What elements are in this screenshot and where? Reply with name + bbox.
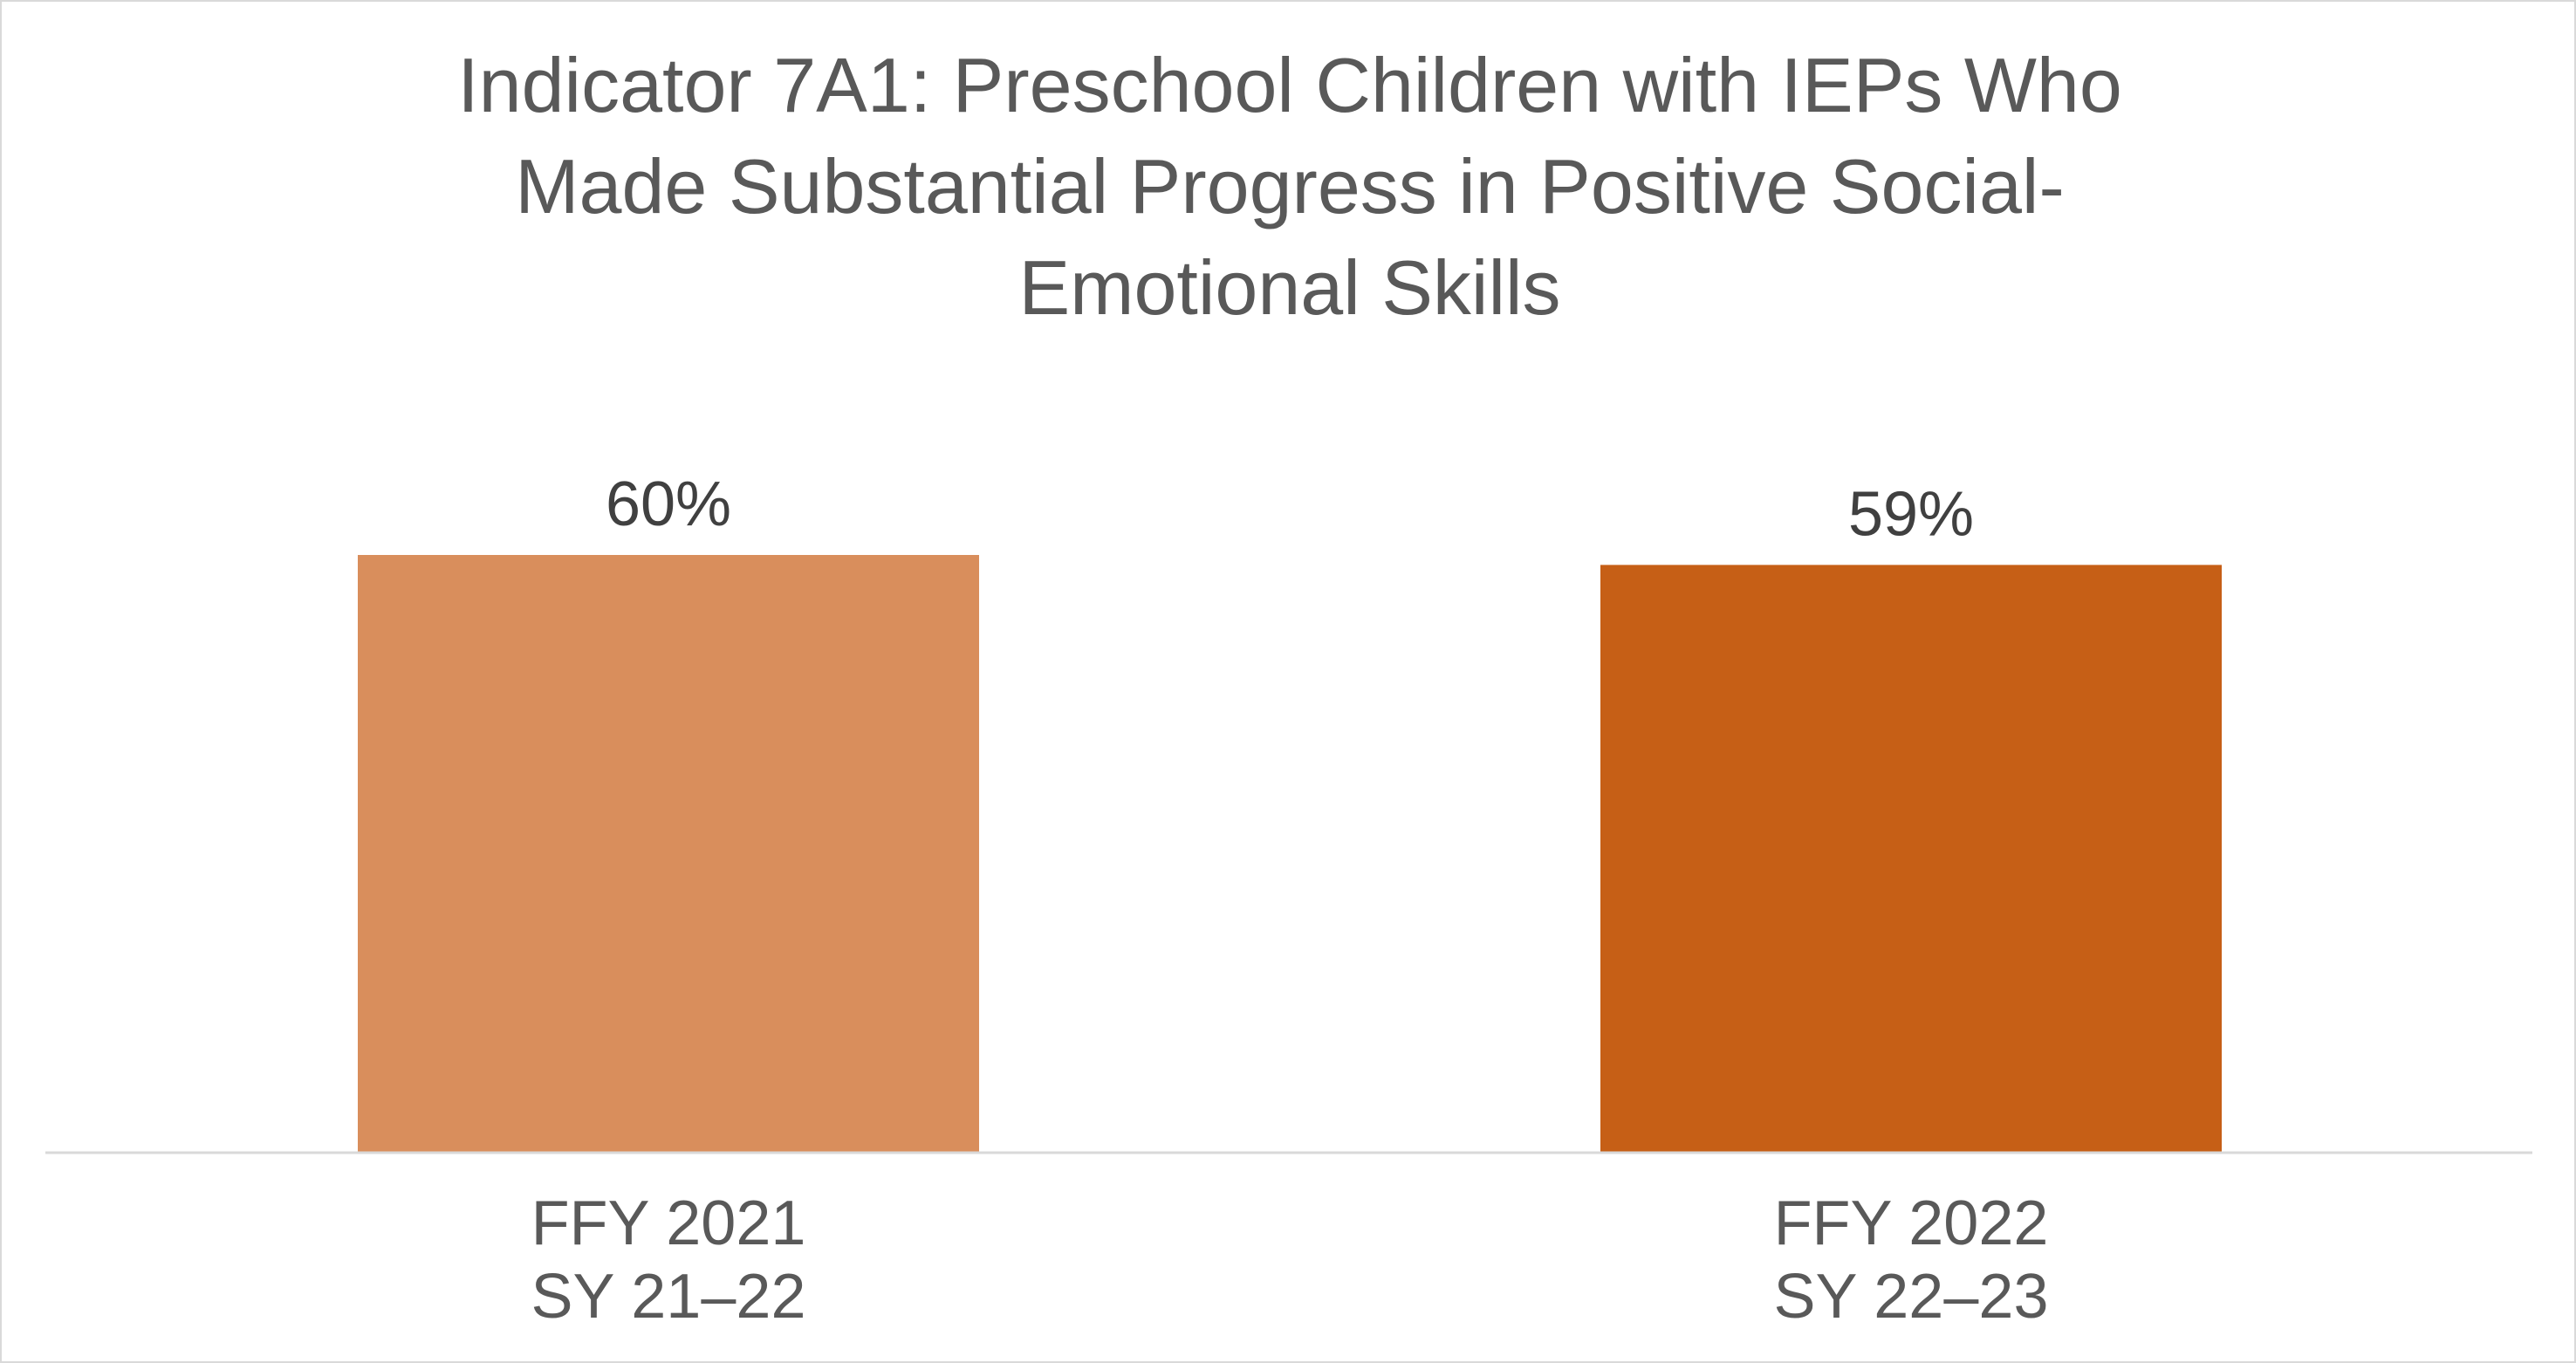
chart-title-line-3: Emotional Skills [1018, 244, 1561, 331]
bar-1 [358, 555, 979, 1152]
category-label-ffy-2021: FFY 2021 SY 21–22 [354, 1187, 983, 1333]
bar-2 [1600, 565, 2222, 1152]
data-label-1: 60% [606, 469, 731, 539]
data-label-2: 59% [1848, 479, 1974, 549]
category-label-line: FFY 2022 [1773, 1188, 2049, 1258]
category-label-line: FFY 2021 [531, 1188, 806, 1258]
chart-title: Indicator 7A1: Preschool Children with I… [243, 35, 2337, 339]
category-label-line: SY 22–23 [1773, 1262, 2049, 1332]
category-label-line: SY 21–22 [531, 1262, 806, 1332]
category-label-ffy-2022: FFY 2022 SY 22–23 [1597, 1187, 2225, 1333]
chart-title-line-1: Indicator 7A1: Preschool Children with I… [457, 42, 2122, 128]
chart-title-line-2: Made Substantial Progress in Positive So… [515, 143, 2065, 229]
